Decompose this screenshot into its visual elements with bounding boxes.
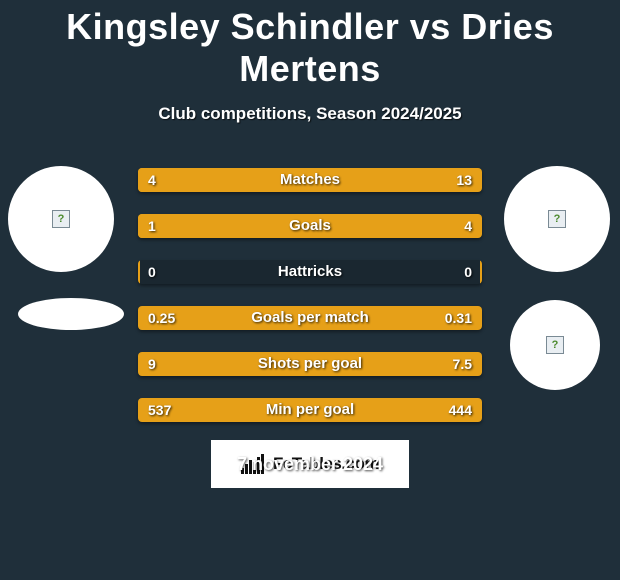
stat-label: Goals per match: [138, 306, 482, 330]
chart-stage: ? ? ? 413Matches 14Goals 00Hattricks 0.250.…: [0, 124, 620, 504]
stat-label: Matches: [138, 168, 482, 192]
player2-avatar-circle: ?: [504, 166, 610, 272]
player1-club-ellipse: [18, 298, 124, 330]
subtitle: Club competitions, Season 2024/2025: [0, 104, 620, 124]
player1-avatar-circle: ?: [8, 166, 114, 272]
broken-image-icon: ?: [52, 210, 70, 228]
stat-bar-row: 14Goals: [138, 214, 482, 238]
broken-image-icon: ?: [546, 336, 564, 354]
stat-label: Goals: [138, 214, 482, 238]
stat-bar-row: 537444Min per goal: [138, 398, 482, 422]
stat-bars-container: 413Matches 14Goals 00Hattricks 0.250.31Goal…: [138, 168, 482, 444]
date-row: 7 november 2024: [0, 454, 620, 475]
stat-bar-row: 0.250.31Goals per match: [138, 306, 482, 330]
stat-label: Min per goal: [138, 398, 482, 422]
player2-club-circle: ?: [510, 300, 600, 390]
vs-label: vs: [410, 6, 451, 47]
stat-label: Hattricks: [138, 260, 482, 284]
date-label: 7 november 2024: [0, 454, 620, 475]
stat-bar-row: 413Matches: [138, 168, 482, 192]
broken-image-icon: ?: [548, 210, 566, 228]
stat-bar-row: 97.5Shots per goal: [138, 352, 482, 376]
comparison-title: Kingsley Schindler vs Dries Mertens: [0, 0, 620, 90]
stat-bar-row: 00Hattricks: [138, 260, 482, 284]
stat-label: Shots per goal: [138, 352, 482, 376]
player1-name: Kingsley Schindler: [66, 6, 399, 47]
